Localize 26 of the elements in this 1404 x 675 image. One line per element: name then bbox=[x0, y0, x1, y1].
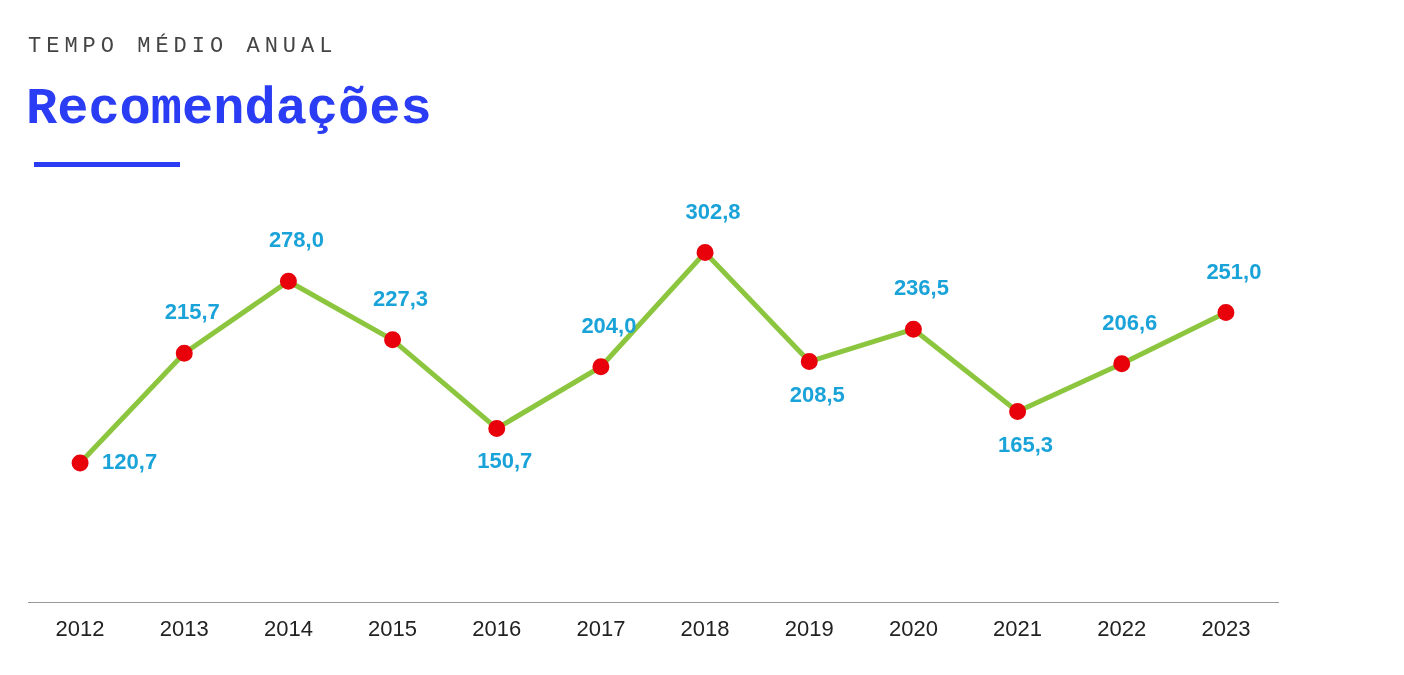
data-label: 227,3 bbox=[373, 285, 429, 311]
x-tick-label: 2020 bbox=[888, 615, 938, 641]
chart-subtitle: TEMPO MÉDIO ANUAL bbox=[28, 34, 338, 59]
data-label: 215,7 bbox=[164, 299, 220, 325]
x-tick-label: 2022 bbox=[1097, 615, 1147, 641]
data-label: 150,7 bbox=[477, 448, 533, 474]
data-label: 208,5 bbox=[789, 381, 845, 407]
x-tick-label: 2018 bbox=[680, 615, 730, 641]
data-label: 278,0 bbox=[268, 227, 324, 253]
data-label: 120,7 bbox=[102, 449, 158, 475]
x-tick-label: 2015 bbox=[368, 615, 418, 641]
x-tick-label: 2012 bbox=[55, 615, 105, 641]
x-tick-label: 2023 bbox=[1201, 615, 1251, 641]
x-tick-label: 2021 bbox=[993, 615, 1043, 641]
data-label: 302,8 bbox=[685, 198, 741, 224]
x-tick-label: 2016 bbox=[472, 615, 522, 641]
data-label: 206,6 bbox=[1102, 309, 1158, 335]
chart-title: Recomendações bbox=[26, 80, 432, 139]
data-label: 251,0 bbox=[1206, 258, 1262, 284]
x-tick-label: 2017 bbox=[576, 615, 626, 641]
data-label: 165,3 bbox=[998, 431, 1054, 457]
x-tick-label: 2013 bbox=[159, 615, 209, 641]
data-label: 204,0 bbox=[581, 312, 637, 338]
x-tick-label: 2014 bbox=[263, 615, 313, 641]
x-tick-label: 2019 bbox=[784, 615, 834, 641]
data-label: 236,5 bbox=[893, 275, 949, 301]
